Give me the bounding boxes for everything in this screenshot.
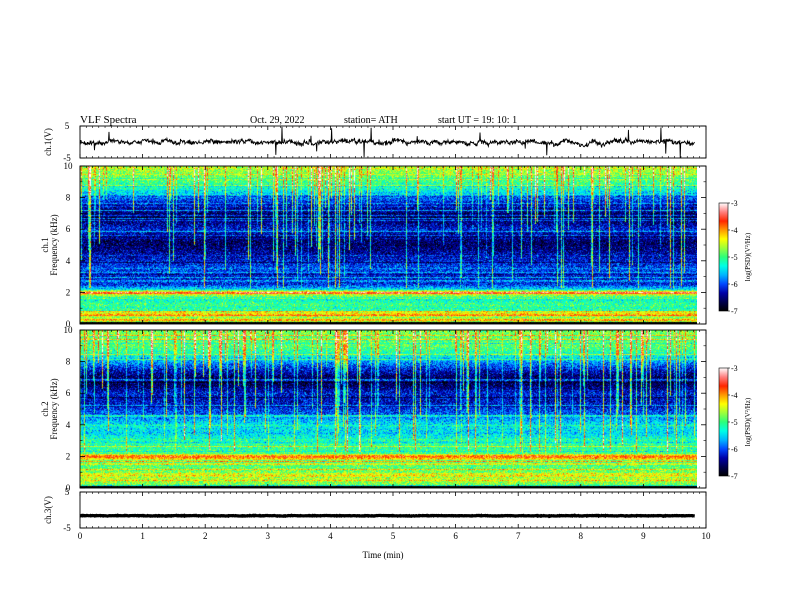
- channel-2-spectrogram-image: [80, 330, 697, 488]
- x-tick-label: 0: [78, 531, 83, 541]
- x-tick-label: 6: [453, 531, 458, 541]
- y-tick-label: 10: [64, 325, 74, 335]
- channel-3-voltage-frame: [79, 491, 707, 529]
- channel-1-spectrogram-colorbar-label: log(PSD)(V²/Hz): [744, 232, 752, 281]
- y-tick-label: 5: [65, 121, 70, 131]
- x-tick-label: 7: [516, 531, 521, 541]
- channel-1-spectrogram-image: [80, 166, 697, 324]
- colorbar-tick-label: -4: [731, 226, 738, 235]
- x-tick-label: 4: [328, 531, 333, 541]
- y-tick-label: 4: [66, 256, 71, 266]
- colorbar-tick-label: -5: [731, 253, 738, 262]
- colorbar-tick-label: -5: [731, 418, 738, 427]
- channel-3-voltage-trace: [79, 513, 695, 519]
- colorbar-tick-label: -3: [731, 199, 738, 208]
- colorbar-tick-label: -6: [731, 445, 738, 454]
- colorbar-tick-label: -7: [731, 472, 738, 481]
- channel-1-spectrogram-ylabel: ch.1: [40, 237, 50, 252]
- station-label: station= ATH: [344, 115, 398, 126]
- channel-2-spectrogram-colorbar: [718, 367, 729, 477]
- channel-2-spectrogram-ylabel: Frequency (kHz): [49, 378, 59, 439]
- colorbar-tick-label: -6: [731, 280, 738, 289]
- x-tick-label: 2: [203, 531, 208, 541]
- channel-1-spectrogram-ylabel: Frequency (kHz): [49, 214, 59, 275]
- y-tick-label: 5: [65, 487, 70, 497]
- x-tick-label: 5: [391, 531, 396, 541]
- x-tick-label: 10: [702, 531, 712, 541]
- y-tick-label: 8: [66, 193, 71, 203]
- x-axis-label: Time (min): [363, 550, 404, 560]
- channel-1-spectrogram-colorbar: [718, 202, 729, 312]
- y-tick-label: 0: [66, 319, 71, 329]
- y-tick-label: 6: [66, 224, 71, 234]
- colorbar-tick-label: -3: [731, 364, 738, 373]
- colorbar-tick-label: -7: [731, 307, 738, 316]
- x-tick-label: 3: [266, 531, 271, 541]
- y-tick-label: 10: [64, 161, 74, 171]
- y-tick-label: 2: [66, 287, 71, 297]
- start-time-label: start UT = 19: 10: 1: [438, 115, 517, 126]
- channel-3-voltage-ylabel: ch.3(V): [43, 496, 53, 524]
- x-tick-label: 1: [140, 531, 145, 541]
- channel-2-spectrogram-ylabel: ch.2: [40, 401, 50, 416]
- channel-1-voltage-trace: [79, 126, 695, 159]
- y-tick-label: 6: [66, 388, 71, 398]
- observation-date: Oct. 29, 2022: [250, 115, 304, 126]
- y-tick-label: 8: [66, 357, 71, 367]
- channel-1-voltage-ylabel: ch.1(V): [43, 128, 53, 156]
- y-tick-label: 2: [66, 451, 71, 461]
- y-tick-label: 0: [66, 483, 71, 493]
- y-tick-label: -5: [63, 523, 71, 533]
- x-tick-label: 8: [579, 531, 584, 541]
- y-tick-label: 4: [66, 420, 71, 430]
- y-tick-label: -5: [63, 153, 71, 163]
- x-tick-label: 9: [641, 531, 646, 541]
- channel-2-spectrogram-colorbar-label: log(PSD)(V²/Hz): [744, 397, 752, 446]
- figure-title: VLF Spectra: [80, 114, 137, 126]
- colorbar-tick-label: -4: [731, 391, 738, 400]
